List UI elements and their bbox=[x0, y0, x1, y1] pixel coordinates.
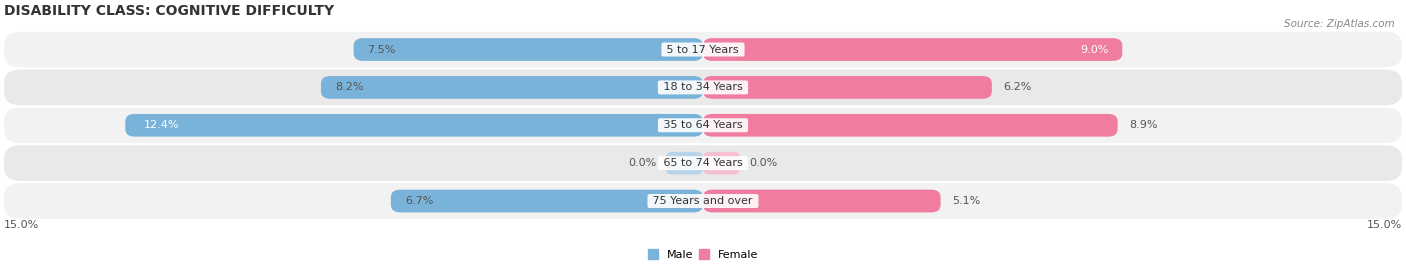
Text: 18 to 34 Years: 18 to 34 Years bbox=[659, 82, 747, 92]
Text: 6.7%: 6.7% bbox=[405, 196, 433, 206]
Text: 15.0%: 15.0% bbox=[4, 220, 39, 230]
FancyBboxPatch shape bbox=[125, 114, 703, 137]
Text: 5.1%: 5.1% bbox=[952, 196, 980, 206]
Text: 8.2%: 8.2% bbox=[335, 82, 363, 92]
Text: 5 to 17 Years: 5 to 17 Years bbox=[664, 45, 742, 55]
FancyBboxPatch shape bbox=[703, 38, 1122, 61]
Text: DISABILITY CLASS: COGNITIVE DIFFICULTY: DISABILITY CLASS: COGNITIVE DIFFICULTY bbox=[4, 4, 335, 18]
FancyBboxPatch shape bbox=[703, 76, 991, 99]
Text: 7.5%: 7.5% bbox=[367, 45, 396, 55]
Text: 65 to 74 Years: 65 to 74 Years bbox=[659, 158, 747, 168]
FancyBboxPatch shape bbox=[4, 32, 1402, 67]
FancyBboxPatch shape bbox=[391, 190, 703, 212]
Text: 9.0%: 9.0% bbox=[1080, 45, 1108, 55]
Text: 35 to 64 Years: 35 to 64 Years bbox=[659, 120, 747, 130]
Text: Source: ZipAtlas.com: Source: ZipAtlas.com bbox=[1284, 19, 1395, 29]
FancyBboxPatch shape bbox=[4, 107, 1402, 143]
FancyBboxPatch shape bbox=[665, 152, 703, 174]
Text: 75 Years and over: 75 Years and over bbox=[650, 196, 756, 206]
FancyBboxPatch shape bbox=[353, 38, 703, 61]
Text: 6.2%: 6.2% bbox=[1004, 82, 1032, 92]
FancyBboxPatch shape bbox=[4, 183, 1402, 219]
FancyBboxPatch shape bbox=[4, 70, 1402, 105]
Text: 15.0%: 15.0% bbox=[1367, 220, 1402, 230]
Text: 12.4%: 12.4% bbox=[143, 120, 180, 130]
Text: 8.9%: 8.9% bbox=[1129, 120, 1157, 130]
FancyBboxPatch shape bbox=[703, 152, 741, 174]
FancyBboxPatch shape bbox=[4, 145, 1402, 181]
Text: 0.0%: 0.0% bbox=[749, 158, 778, 168]
FancyBboxPatch shape bbox=[703, 114, 1118, 137]
FancyBboxPatch shape bbox=[321, 76, 703, 99]
Text: 0.0%: 0.0% bbox=[628, 158, 657, 168]
Legend: Male, Female: Male, Female bbox=[644, 245, 762, 264]
FancyBboxPatch shape bbox=[703, 190, 941, 212]
